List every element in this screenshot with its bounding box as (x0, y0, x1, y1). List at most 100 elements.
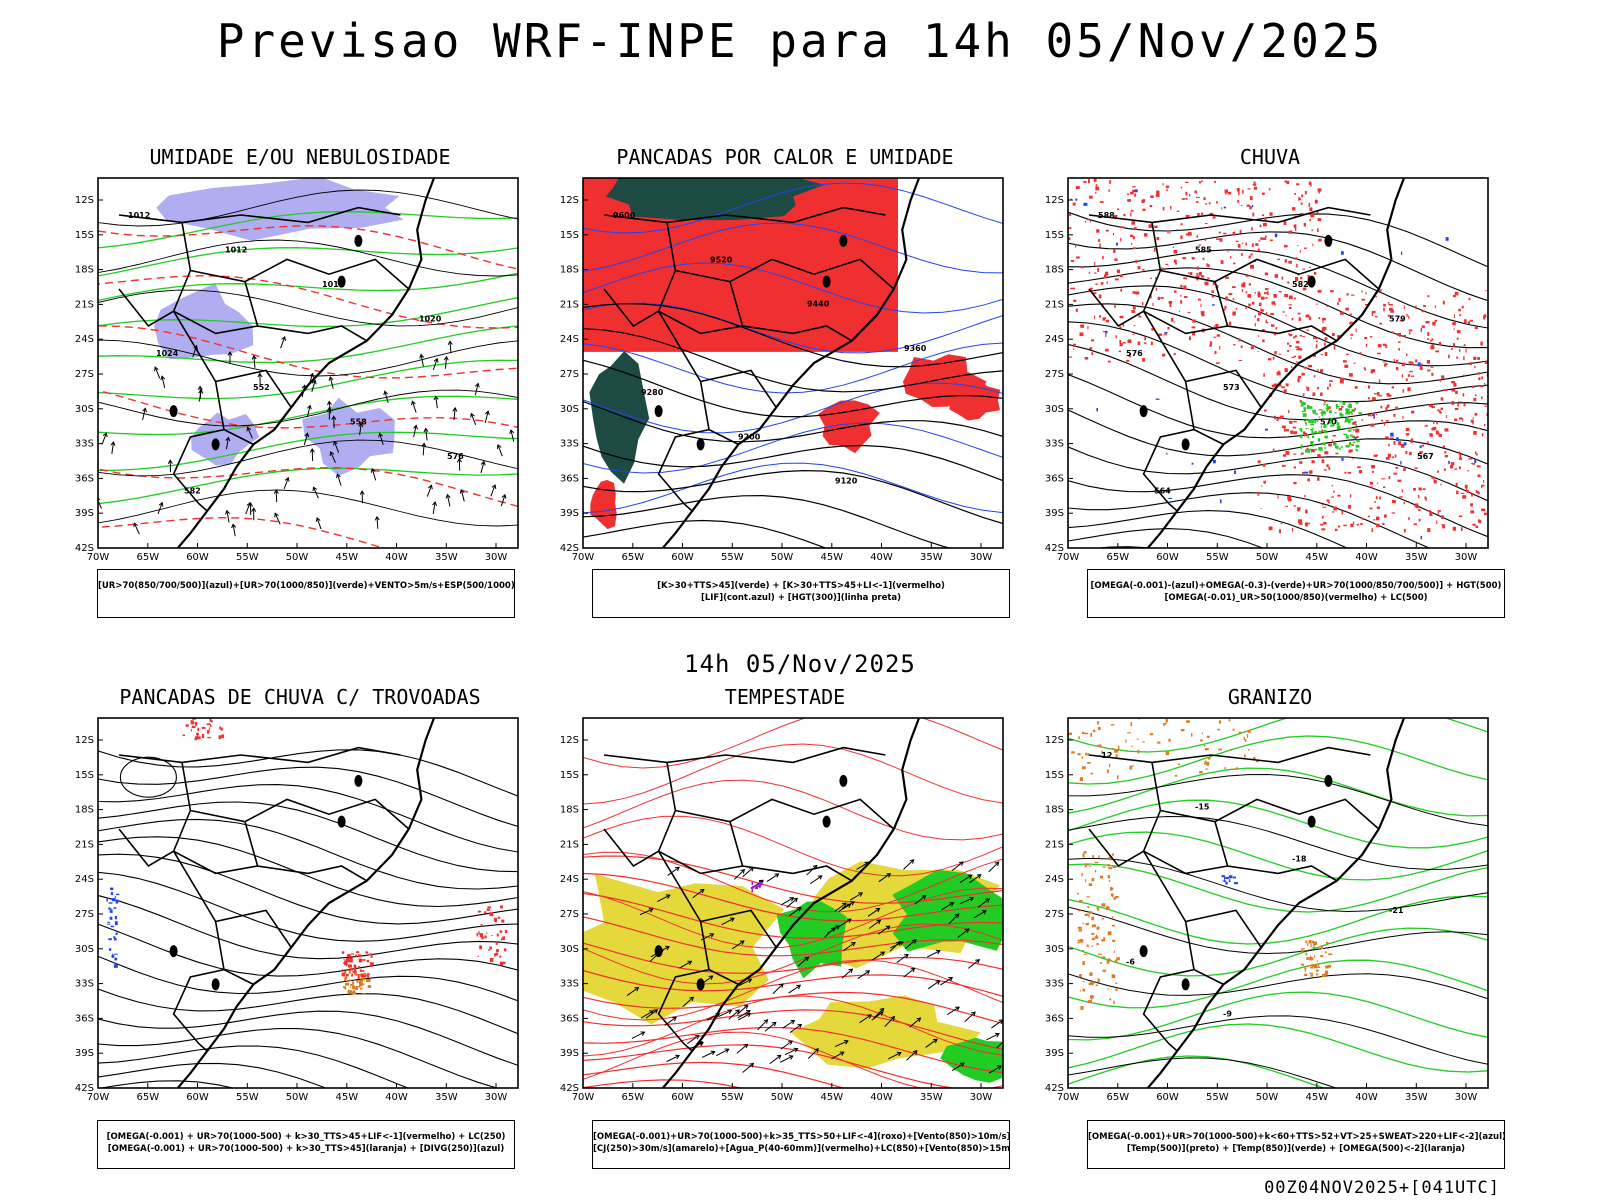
thickness-contour (98, 389, 518, 429)
lon-label: 65W (136, 552, 159, 563)
precip-speck (1283, 221, 1287, 225)
wind-vector (413, 425, 417, 438)
precip-speck (1344, 471, 1347, 474)
precip-speck (1348, 427, 1353, 430)
precip-speck (1324, 435, 1328, 439)
wind-vector (733, 869, 745, 880)
lat-label: 21S (75, 299, 94, 310)
precip-speck (1460, 527, 1463, 531)
precip-speck (1264, 218, 1267, 221)
precip-speck (1185, 191, 1188, 196)
precip-speck (1261, 485, 1263, 487)
lc250-streamline (98, 1024, 499, 1088)
precip-speck (1351, 444, 1354, 446)
precip-speck (1232, 728, 1235, 731)
precip-speck (1410, 439, 1413, 444)
precip-speck (1441, 515, 1444, 519)
wind-vector (371, 468, 377, 481)
precip-speck (1127, 193, 1130, 195)
precip-speck (1305, 422, 1307, 426)
precip-speck (1103, 937, 1106, 941)
precip-speck (352, 990, 356, 995)
political-border (1088, 288, 1145, 328)
precip-speck (1191, 462, 1194, 465)
precip-speck (1284, 368, 1288, 372)
precip-speck (1185, 181, 1189, 183)
wind-vector-head (198, 388, 204, 394)
precip-speck (107, 923, 111, 925)
precip-speck (1365, 304, 1369, 306)
political-border (1151, 222, 1380, 290)
wind-vector-head (329, 451, 335, 456)
precip-speck (1126, 359, 1130, 362)
precip-speck (1287, 499, 1292, 502)
precip-speck (1388, 475, 1391, 480)
precip-speck (1422, 488, 1426, 490)
precip-speck (1454, 468, 1457, 470)
precip-speck (1165, 185, 1170, 188)
wind-vector-head (419, 353, 425, 359)
precip-speck (1281, 425, 1286, 429)
precip-speck (1228, 719, 1231, 722)
precip-speck (1371, 412, 1375, 417)
precip-speck (1314, 271, 1317, 275)
wind-vector (789, 1024, 802, 1033)
precip-speck (1378, 379, 1381, 383)
precip-speck (1451, 401, 1455, 405)
lat-label: 18S (1045, 265, 1064, 276)
precip-speck (1349, 313, 1352, 316)
wind-vector-head (699, 888, 705, 894)
precip-speck (1318, 238, 1322, 242)
lc250-streamline (98, 1080, 236, 1088)
precip-speck (1085, 922, 1089, 926)
precipitable-water-contour (583, 923, 1003, 985)
wind-vector-head (501, 493, 507, 499)
panel-title-tempestade: TEMPESTADE (724, 685, 846, 709)
precip-speck (1101, 750, 1103, 754)
lon-label: 60W (186, 552, 209, 563)
precip-speck (1180, 284, 1183, 288)
lon-label: 45W (820, 1092, 843, 1103)
wind-vector (737, 1010, 751, 1019)
wind-vector-head (413, 424, 418, 430)
lon-label: 60W (186, 1092, 209, 1103)
lon-label: 55W (721, 1092, 744, 1103)
precip-speck (1346, 293, 1349, 296)
precip-speck (1337, 426, 1340, 430)
contour-label: 9520 (710, 255, 733, 264)
precip-speck (1312, 443, 1314, 447)
wind-vector (764, 1022, 777, 1032)
contour-label: 582 (1292, 280, 1309, 289)
wind-vector (247, 427, 253, 439)
precip-speck (1169, 303, 1172, 308)
precip-speck (1284, 180, 1287, 183)
contour-label: -18 (1292, 854, 1307, 863)
contour-label: 579 (1389, 314, 1406, 323)
precip-speck (1313, 941, 1317, 945)
wind-vector-head (735, 1009, 740, 1014)
precip-speck (1385, 457, 1390, 460)
lake (169, 945, 178, 958)
precip-speck (1232, 231, 1236, 236)
precip-speck (1316, 960, 1318, 962)
wind-vector-head (333, 440, 338, 446)
precip-speck (1304, 522, 1308, 527)
precip-speck (1309, 218, 1311, 222)
lat-label: 33S (1045, 979, 1064, 990)
thickness-contour (98, 458, 518, 507)
lat-label: 15S (560, 230, 579, 241)
precip-speck (1371, 464, 1375, 469)
political-border (1088, 746, 1371, 764)
precip-speck (1437, 409, 1440, 412)
precip-speck (1130, 191, 1134, 195)
precip-speck (494, 953, 496, 957)
precip-speck (1308, 449, 1311, 453)
precip-speck (349, 979, 352, 982)
wind-vector (784, 1048, 798, 1056)
precip-speck (1370, 486, 1373, 489)
precip-speck (1313, 355, 1316, 357)
wind-vector (742, 1063, 754, 1073)
precip-speck (1188, 272, 1190, 274)
precip-speck (487, 906, 492, 909)
lat-label: 36S (75, 1013, 94, 1024)
